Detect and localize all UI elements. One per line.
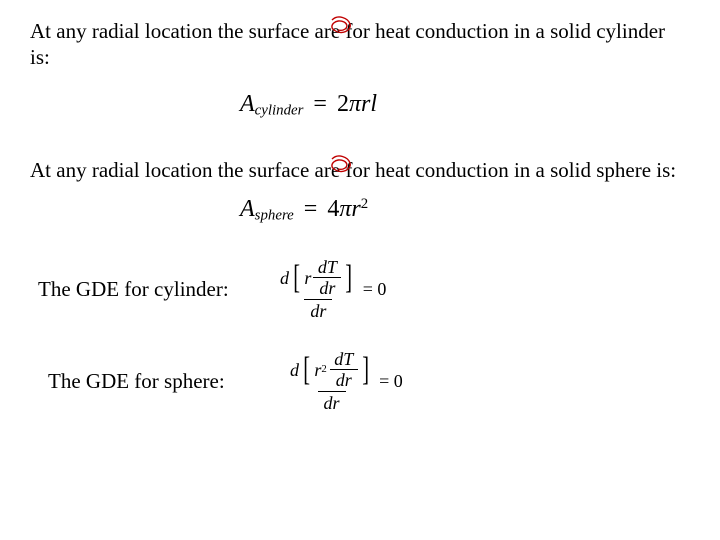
equation-gde-cylinder: d [ r dT dr ] dr = 0 (278, 258, 386, 320)
exp-2: 2 (361, 195, 368, 211)
outer-frac-sph: d [ r2 dT dr ] dr (288, 350, 375, 412)
outer-den-sph: dr (318, 391, 346, 412)
pi-1: π (349, 91, 361, 117)
inner-num-sph: dT (332, 350, 355, 369)
row-gde-sphere: The GDE for sphere: d [ r2 dT dr ] dr = … (30, 350, 690, 412)
inner-frac-sph: dT dr (330, 350, 358, 389)
d-outer-sph: d (290, 361, 299, 379)
lbracket-icon: [ (292, 263, 301, 294)
d-outer-cyl: d (280, 269, 289, 287)
pi-2: π (339, 196, 351, 222)
r-exp-sph: 2 (321, 364, 326, 375)
sub-cylinder: cylinder (255, 102, 304, 118)
label-gde-sphere: The GDE for sphere: (30, 369, 288, 394)
inner-den-sph: dr (330, 369, 358, 389)
r-sph: r (314, 361, 321, 379)
r-cyl: r (304, 269, 313, 287)
inner-den-cyl: dr (313, 277, 341, 297)
typo-scribble-1 (340, 18, 345, 44)
inner-frac-cyl: dT dr (313, 258, 341, 297)
rbracket-icon-2: ] (361, 355, 370, 386)
slide: At any radial location the surface are f… (0, 0, 720, 540)
para2-part-a: At any radial location the surface are (30, 158, 340, 182)
lbracket-icon-2: [ (302, 355, 311, 386)
outer-den-cyl: dr (304, 299, 332, 320)
label-gde-cylinder: The GDE for cylinder: (30, 277, 278, 302)
coeff-4: 4 (327, 196, 339, 222)
paragraph-cylinder-intro: At any radial location the surface are f… (30, 18, 690, 71)
eq-zero-sph: = 0 (375, 371, 403, 392)
para1-part-a: At any radial location the surface are (30, 19, 340, 43)
para2-part-b: for heat conduction in a solid sphere is… (345, 158, 676, 182)
equation-sphere-area: Asphere = 4πr2 (240, 195, 690, 224)
coeff-2: 2 (337, 91, 349, 117)
outer-frac-cyl: d [ r dT dr ] dr (278, 258, 359, 320)
eq-zero-cyl: = 0 (359, 279, 387, 300)
rbracket-icon: ] (344, 263, 353, 294)
paragraph-sphere-intro: At any radial location the surface are f… (30, 157, 690, 183)
row-gde-cylinder: The GDE for cylinder: d [ r dT dr ] dr =… (30, 258, 690, 320)
equation-gde-sphere: d [ r2 dT dr ] dr = 0 (288, 350, 403, 412)
equation-cylinder-area: Acylinder = 2πrl (240, 91, 690, 120)
inner-num-cyl: dT (316, 258, 339, 277)
typo-scribble-2 (340, 157, 345, 183)
var-r: r (351, 196, 360, 222)
sym-A: A (240, 91, 255, 117)
sym-A2: A (240, 196, 255, 222)
vars-rl: rl (361, 91, 377, 117)
sub-sphere: sphere (255, 207, 294, 223)
